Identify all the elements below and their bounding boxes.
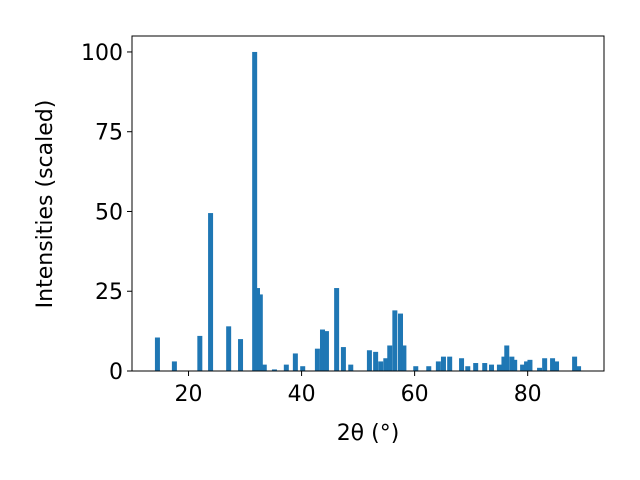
bar — [496, 364, 502, 371]
bar — [154, 337, 160, 371]
bar — [283, 364, 289, 371]
bar — [319, 329, 325, 371]
bar — [398, 313, 404, 371]
x-axis-label: 2θ (°) — [337, 421, 400, 446]
bar — [473, 363, 479, 371]
bar — [383, 358, 389, 371]
bar — [208, 213, 214, 371]
plot-frame — [131, 35, 605, 372]
bar — [413, 366, 419, 371]
bar — [554, 361, 560, 371]
bar — [254, 288, 260, 371]
bar — [252, 51, 258, 371]
bar — [387, 345, 393, 371]
x-tick-label: 80 — [514, 382, 542, 407]
bar — [501, 356, 507, 371]
bar — [447, 356, 453, 371]
bar — [426, 366, 432, 371]
bar — [572, 356, 578, 371]
bar — [271, 369, 277, 371]
y-tick-label: 100 — [81, 41, 123, 66]
bar — [520, 364, 526, 371]
bar — [171, 361, 177, 371]
bar — [576, 366, 582, 371]
bar — [348, 364, 354, 371]
x-tick-label: 20 — [175, 382, 203, 407]
x-tick-label: 40 — [288, 382, 316, 407]
bar — [226, 326, 232, 371]
y-tick-label: 50 — [95, 200, 123, 225]
bar — [459, 358, 465, 371]
bar — [373, 351, 379, 371]
bar — [527, 359, 533, 371]
bar — [550, 358, 556, 371]
bar — [378, 361, 384, 371]
bar — [314, 348, 320, 371]
x-tick-label: 60 — [401, 382, 429, 407]
bar — [323, 331, 329, 371]
bar — [366, 350, 372, 371]
bar — [238, 339, 244, 371]
bar — [489, 364, 495, 371]
bar — [435, 361, 441, 371]
y-tick-label: 0 — [109, 360, 123, 385]
bar — [257, 294, 263, 371]
bar — [392, 310, 398, 371]
bar — [401, 345, 407, 371]
y-tick-label: 25 — [95, 280, 123, 305]
bar — [524, 361, 530, 371]
bar — [300, 366, 306, 371]
bar — [440, 356, 446, 371]
bar — [465, 366, 471, 371]
bar — [537, 367, 543, 371]
y-axis-label: Intensities (scaled) — [33, 100, 58, 309]
bar — [482, 363, 488, 371]
bar — [512, 359, 518, 371]
bar — [292, 353, 298, 371]
bar — [509, 356, 515, 371]
y-tick-label: 75 — [95, 121, 123, 146]
bar — [261, 364, 267, 371]
bar — [334, 288, 340, 371]
bar — [542, 358, 548, 371]
bar — [197, 335, 203, 371]
bar — [340, 347, 346, 371]
bar — [504, 345, 510, 371]
